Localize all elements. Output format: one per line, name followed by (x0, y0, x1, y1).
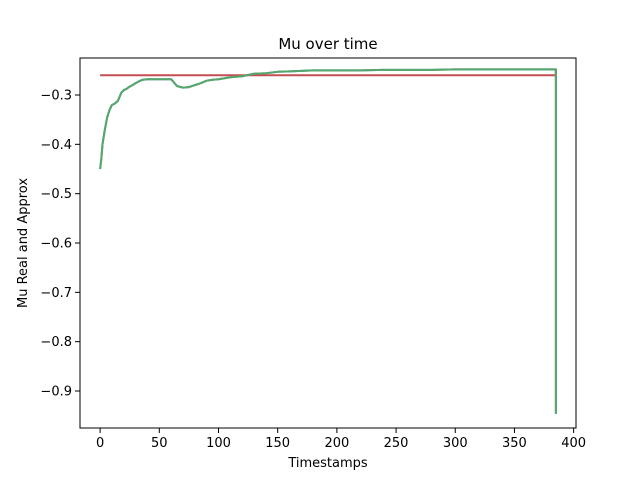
x-tick-label: 200 (324, 436, 349, 451)
chart-title: Mu over time (278, 35, 377, 53)
x-tick-label: 100 (206, 436, 231, 451)
y-axis-label: Mu Real and Approx (16, 178, 31, 308)
y-tick-label: −0.7 (40, 286, 72, 301)
y-tick-label: −0.6 (40, 237, 72, 252)
series-line-real (99, 68, 557, 414)
x-tick-label: 300 (443, 436, 468, 451)
x-tick-label: 250 (384, 436, 409, 451)
x-tick-label: 150 (265, 436, 290, 451)
x-axis-label: Timestamps (287, 456, 368, 471)
y-tick-label: −0.9 (40, 385, 72, 400)
x-axis: 0 50 100 150 200 250 300 350 400 (96, 428, 586, 451)
x-tick-label: 350 (502, 436, 527, 451)
x-tick-label: 400 (561, 436, 586, 451)
y-axis: −0.9 −0.8 −0.7 −0.6 −0.5 −0.4 −0.3 (40, 89, 80, 400)
y-tick-label: −0.4 (40, 138, 72, 153)
y-tick-label: −0.8 (40, 335, 72, 350)
x-tick-label: 50 (151, 436, 168, 451)
y-tick-label: −0.5 (40, 187, 72, 202)
x-tick-label: 0 (96, 436, 104, 451)
plot-area (99, 68, 557, 414)
y-tick-label: −0.3 (40, 89, 72, 104)
